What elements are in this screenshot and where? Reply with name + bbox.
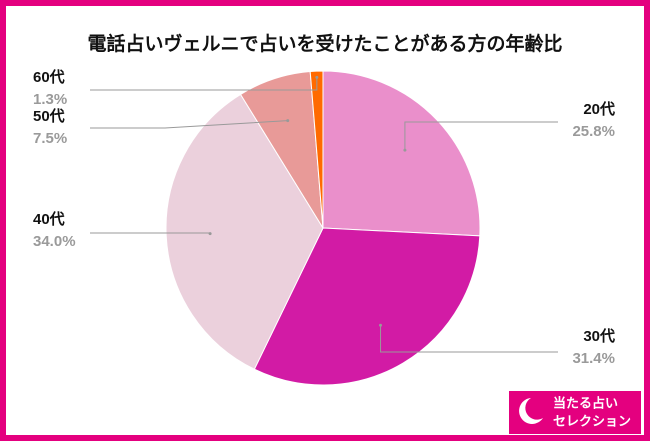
value-label: 7.5% (33, 130, 67, 147)
logo-moon (519, 398, 543, 424)
pie-slice (165, 93, 324, 370)
leader-line (380, 325, 558, 353)
value-label: 31.4% (572, 350, 615, 367)
slice-label: 30代 (583, 327, 615, 345)
logo-text: 当たる占い (553, 395, 618, 410)
leader-line (90, 77, 318, 91)
value-label: 1.3% (33, 91, 67, 108)
slice-label: 40代 (33, 210, 65, 228)
pie-slice (309, 70, 324, 229)
leader-dot (315, 75, 319, 79)
leader-line (90, 120, 288, 129)
leader-dot (208, 232, 212, 236)
pie-slice (322, 70, 481, 237)
logo: 当たる占い セレクション (509, 391, 641, 434)
slice-label: 60代 (33, 68, 65, 86)
logo-text: セレクション (553, 413, 631, 428)
leader-line (404, 121, 558, 151)
slice-label: 20代 (583, 100, 615, 118)
chart-title: 電話占いヴェルニで占いを受けたことがある方の年齢比 (87, 32, 562, 55)
leader-dot (379, 323, 383, 327)
leader-dot (403, 148, 407, 152)
logo-box (509, 391, 641, 434)
value-label: 25.8% (572, 123, 615, 140)
slice-label: 50代 (33, 107, 65, 125)
value-label: 34.0% (33, 233, 76, 250)
pie-slice (253, 227, 481, 386)
leader-dot (286, 119, 290, 123)
